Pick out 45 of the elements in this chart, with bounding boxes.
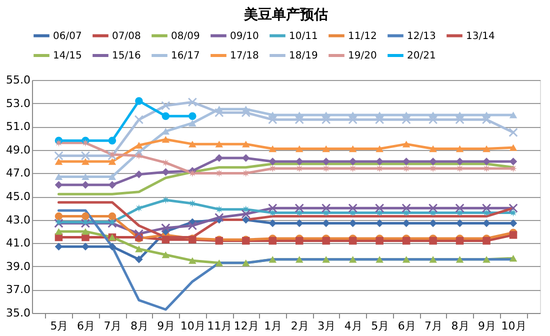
legend-label: 18/19 <box>289 50 318 62</box>
legend-label: 14/15 <box>53 50 82 62</box>
x-tick-label: 1月 <box>264 320 282 332</box>
x-tick-label: 6月 <box>398 320 416 332</box>
x-tick-label: 2月 <box>290 320 309 332</box>
legend-label: 06/07 <box>53 30 82 42</box>
legend-label: 12/13 <box>407 30 436 42</box>
x-tick-label: 9月 <box>157 320 176 332</box>
legend-label: 16/17 <box>171 50 200 62</box>
x-tick-label: 10月 <box>501 320 526 332</box>
y-tick-label: 41.0 <box>6 236 30 250</box>
legend-label: 19/20 <box>348 50 377 62</box>
legend-label: 10/11 <box>289 30 318 42</box>
y-tick-label: 49.0 <box>6 143 30 156</box>
x-tick-label: 11月 <box>207 320 232 332</box>
legend-label: 11/12 <box>348 30 377 42</box>
x-tick-label: 10月 <box>180 320 206 332</box>
legend-label: 08/09 <box>171 30 200 42</box>
y-tick-label: 39.0 <box>6 260 30 273</box>
x-tick-label: 7月 <box>424 320 443 332</box>
y-tick-label: 45.0 <box>6 190 30 203</box>
x-tick-label: 8月 <box>451 320 470 332</box>
x-tick-label: 12月 <box>234 320 259 332</box>
x-tick-label: 3月 <box>318 320 336 332</box>
x-tick-label: 9月 <box>478 320 496 332</box>
x-tick-label: 6月 <box>76 320 95 332</box>
legend-label: 09/10 <box>230 30 259 42</box>
y-tick-label: 37.0 <box>6 283 30 296</box>
y-tick-label: 51.0 <box>6 120 30 134</box>
y-tick-label: 53.0 <box>6 96 30 110</box>
legend-label: 17/18 <box>230 50 259 62</box>
legend-label: 20/21 <box>407 50 436 62</box>
y-tick-label: 35.0 <box>6 306 30 320</box>
chart-title: 美豆单产预估 <box>243 6 328 23</box>
legend-label: 13/14 <box>466 30 495 42</box>
y-tick-label: 47.0 <box>6 166 30 180</box>
legend-label: 07/08 <box>112 30 141 42</box>
x-tick-label: 4月 <box>344 320 362 332</box>
y-tick-label: 55.0 <box>6 74 30 86</box>
x-tick-label: 7月 <box>104 320 122 332</box>
x-tick-label: 8月 <box>130 320 148 332</box>
x-tick-label: 5月 <box>371 320 390 332</box>
legend-label: 15/16 <box>112 50 141 62</box>
x-tick-label: 5月 <box>50 320 68 332</box>
y-tick-label: 43.0 <box>6 213 30 226</box>
